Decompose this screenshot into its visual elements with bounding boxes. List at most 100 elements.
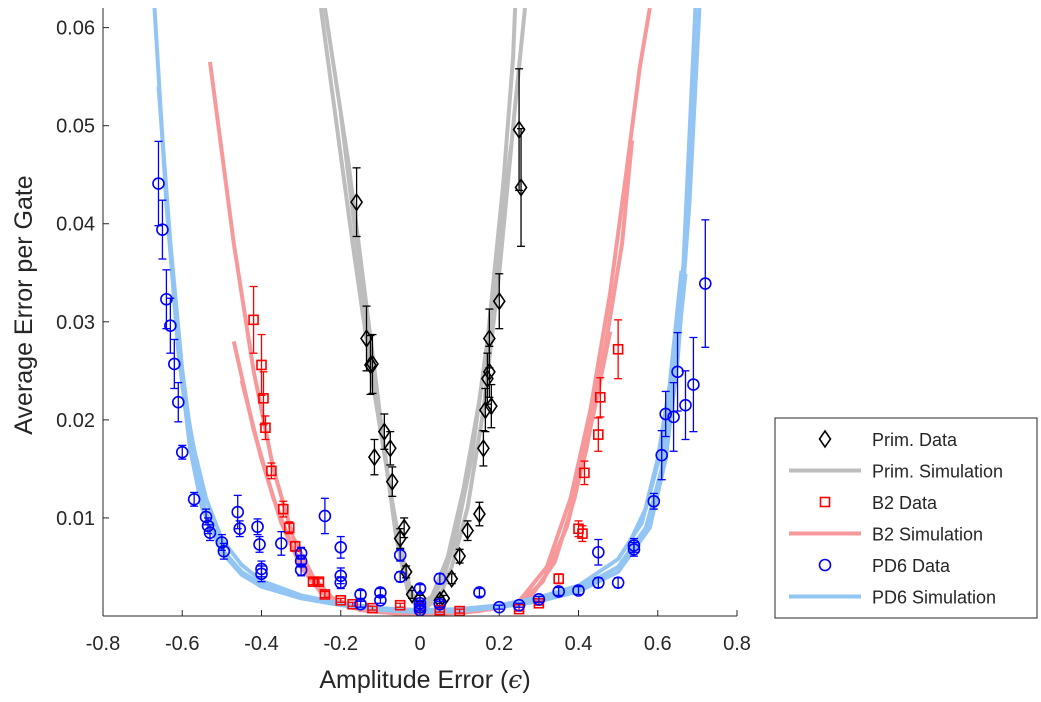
pd6-data-error-bar — [190, 491, 199, 507]
b2-data-point — [283, 522, 295, 534]
prim-data-point — [399, 562, 413, 582]
prim-simulation-curve — [318, 8, 527, 611]
x-tick-label: -0.8 — [86, 633, 120, 655]
b2-data-point — [260, 422, 271, 434]
pd6-data-point — [318, 509, 332, 523]
pd6-data-point — [611, 576, 625, 589]
x-tick-label: 0 — [414, 633, 425, 655]
y-tick-label: 0.05 — [56, 116, 95, 138]
pd6-data-point — [374, 594, 387, 607]
pd6-data-point — [164, 319, 177, 333]
prim-data-error-bar — [517, 127, 526, 247]
legend-item-pd6-data: PD6 Data — [818, 556, 951, 576]
legend-item-b2-simulation: B2 Simulation — [789, 525, 983, 545]
pd6-data-point — [592, 576, 605, 589]
b2-data-point — [367, 602, 378, 614]
legend-marker-swatch — [819, 496, 831, 508]
x-axis-label-text: Amplitude Error ( — [319, 666, 509, 694]
prim-data-point — [512, 120, 526, 140]
b2-data-error-bar — [368, 605, 377, 611]
x-tick-label: 0.6 — [644, 633, 672, 655]
legend-marker-swatch — [818, 429, 832, 449]
b2-data-error-bar — [249, 285, 258, 354]
prim-data-point — [472, 504, 486, 524]
tick-labels: -0.8 -0.6 -0.4 -0.2 0 0.2 0.4 0.6 0.8 0.01 0.02 0.0… — [56, 18, 751, 655]
pd6-data-error-bar — [170, 338, 179, 390]
pd6-data-error-bar — [356, 589, 365, 599]
prim-data-error-bar — [388, 466, 397, 498]
pd6-data-point — [512, 598, 526, 612]
pd6-data-error-bar — [681, 370, 690, 441]
x-tick-label: 0.4 — [565, 633, 593, 655]
b2-data-error-bar — [580, 460, 589, 486]
x-tick-label: -0.2 — [324, 633, 358, 655]
pd6-data-error-bar — [495, 604, 504, 610]
pd6-data-point — [572, 584, 585, 597]
y-tick-label: 0.03 — [56, 312, 95, 334]
b2-data-error-bar — [320, 590, 329, 599]
prim-data-point — [514, 178, 528, 197]
pd6-data-point — [655, 448, 669, 462]
pd6-data-point — [433, 572, 447, 586]
b2-data-point — [258, 392, 269, 404]
pd6-data-point — [413, 582, 427, 595]
prim-data-error-bar — [481, 387, 490, 433]
pd6-data-point — [152, 177, 165, 190]
pd6-data-error-bar — [435, 600, 444, 608]
prim-data-error-bar — [515, 68, 524, 192]
pd6-data-error-bar — [475, 587, 484, 598]
b2-data-error-bar — [594, 417, 603, 452]
b2-data-point — [553, 573, 564, 585]
pd6-data-point — [592, 545, 605, 559]
pd6-data-point — [671, 365, 684, 379]
pd6-data-point — [160, 292, 173, 306]
b2-data-error-bar — [614, 319, 623, 380]
prim-data-error-bar — [485, 308, 494, 369]
prim-data-point — [397, 518, 411, 538]
x-axis-label-close: ) — [522, 666, 530, 694]
pd6-data-point — [294, 563, 308, 577]
pd6-data-point — [215, 536, 229, 549]
pd6-data-point — [203, 526, 217, 539]
pd6-data-point — [679, 398, 692, 412]
b2-data-point — [593, 429, 604, 440]
x-axis-label-symbol: ϵ — [508, 665, 522, 694]
b2-data-point — [289, 541, 301, 552]
pd6-data-point — [275, 537, 288, 550]
series-prim-data — [350, 68, 528, 610]
pd6-data-point — [659, 407, 672, 421]
pd6-data-point — [532, 593, 546, 606]
series-layer — [152, 8, 712, 616]
prim-data-point — [478, 400, 492, 420]
b2-data-point — [277, 503, 289, 515]
prim-data-point — [453, 546, 467, 566]
pd6-data-error-bar — [376, 596, 385, 604]
pd6-data-error-bar — [154, 140, 163, 227]
legend-label: Prim. Data — [872, 430, 958, 450]
legend-item-prim-data: Prim. Data — [818, 429, 958, 450]
prim-data-point — [482, 329, 496, 348]
b2-data-point — [594, 392, 606, 403]
prim-data-point — [350, 192, 364, 212]
prim-data-error-bar — [400, 517, 409, 539]
x-tick-label: -0.6 — [165, 633, 199, 655]
pd6-data-error-bar — [320, 497, 329, 535]
pd6-data-point — [433, 597, 447, 611]
pd6-data-error-bar — [166, 297, 175, 354]
pd6-data-point — [171, 395, 185, 409]
prim-data-point — [484, 396, 498, 416]
pd6-data-error-bar — [356, 600, 365, 608]
prim-data-error-bar — [368, 333, 377, 395]
legend: Prim. Data Prim. Simulation B2 Data B2 Simu… — [774, 417, 1038, 619]
pd6-data-point — [253, 538, 266, 551]
legend-label: PD6 Data — [872, 556, 951, 576]
pd6-data-error-bar — [174, 381, 183, 423]
prim-data-point — [445, 569, 459, 589]
b2-data-error-bar — [336, 597, 345, 603]
pd6-data-point — [393, 570, 407, 584]
pd6-data-point — [175, 445, 189, 459]
pd6-data-point — [393, 548, 407, 562]
pd6-data-point — [473, 586, 486, 599]
prim-data-point — [476, 438, 490, 458]
